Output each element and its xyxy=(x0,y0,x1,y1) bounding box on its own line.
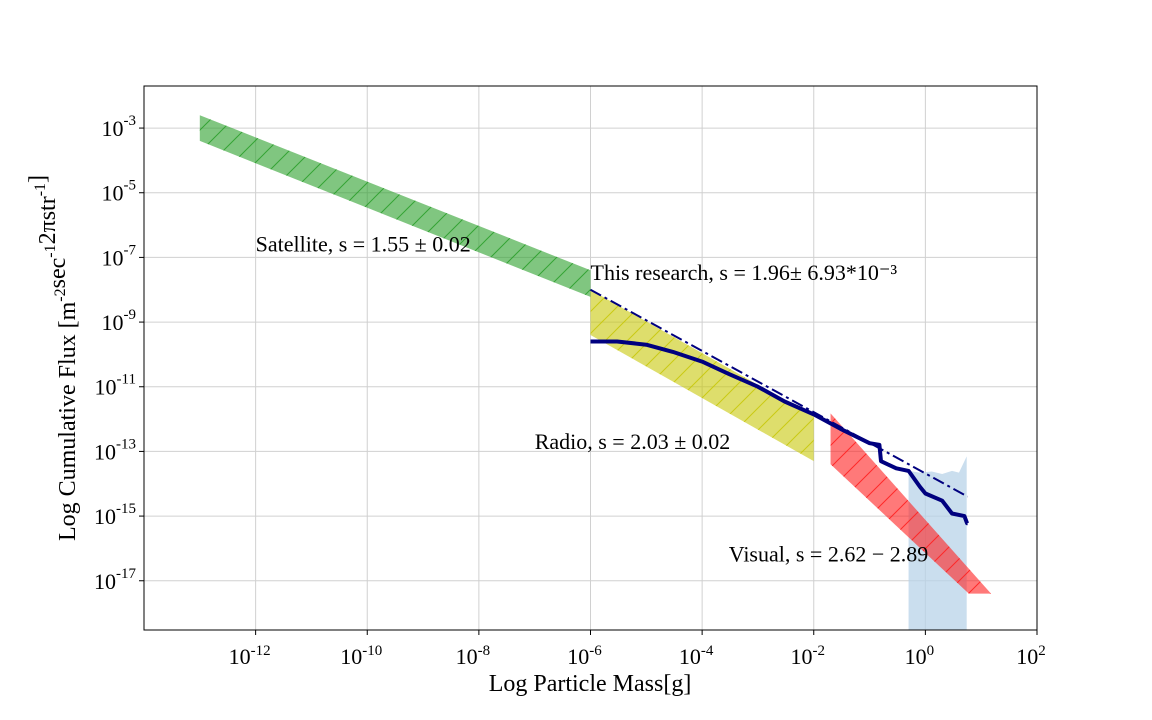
research-flux-curve xyxy=(590,339,970,526)
y-tick-label: 10-15 xyxy=(94,501,136,529)
band-layer xyxy=(199,115,992,594)
x-tick-label: 102 xyxy=(1016,643,1046,669)
y-tick-label: 10-5 xyxy=(102,178,137,206)
x-tick-label: 100 xyxy=(905,643,935,669)
x-tick-label: 10-12 xyxy=(229,643,271,669)
visual-annotation: Visual, s = 2.62 − 2.89 xyxy=(729,541,929,566)
y-axis-title: Log Cumulative Flux [m-2sec-12πstr-1] xyxy=(25,175,81,541)
visual-band-hatch xyxy=(830,413,992,594)
research-annotation: This research, s = 1.96± 6.93*10⁻³ xyxy=(591,260,898,285)
y-tick-label: 10-11 xyxy=(95,372,136,400)
y-tick-label: 10-9 xyxy=(102,307,137,335)
power-law-fit-line xyxy=(590,288,969,498)
x-axis-ticks: 10-12 10-10 10-8 10-6 10-4 10-2 100 102 xyxy=(229,630,1046,669)
grid xyxy=(144,86,1038,630)
radio-band-hatch xyxy=(590,289,814,462)
y-tick-label: 10-7 xyxy=(102,242,137,270)
x-tick-label: 10-4 xyxy=(679,643,714,669)
radio-annotation: Radio, s = 2.03 ± 0.02 xyxy=(535,429,731,454)
y-axis-ticks: 10-3 10-5 10-7 10-9 10-11 10-13 10-15 10-17 xyxy=(94,113,144,594)
satellite-band-hatch xyxy=(199,115,591,297)
series-layer xyxy=(590,288,970,526)
x-tick-label: 10-2 xyxy=(791,643,826,669)
x-axis-title: Log Particle Mass[g] xyxy=(489,671,692,697)
y-tick-label: 10-3 xyxy=(102,113,137,141)
annotations: Satellite, s = 1.55 ± 0.02 This research,… xyxy=(256,232,929,567)
y-tick-label: 10-17 xyxy=(94,566,136,594)
x-tick-label: 10-6 xyxy=(567,643,602,669)
satellite-annotation: Satellite, s = 1.55 ± 0.02 xyxy=(256,232,471,257)
y-tick-label: 10-13 xyxy=(94,436,136,464)
x-tick-label: 10-10 xyxy=(340,643,382,669)
x-tick-label: 10-8 xyxy=(456,643,491,669)
